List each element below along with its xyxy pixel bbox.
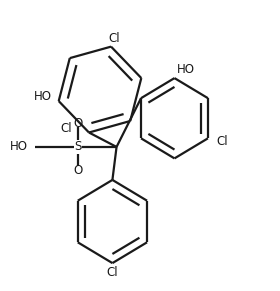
Text: HO: HO <box>177 63 195 76</box>
Text: HO: HO <box>10 141 28 153</box>
Text: Cl: Cl <box>108 31 120 45</box>
Text: Cl: Cl <box>107 266 118 279</box>
Text: Cl: Cl <box>61 122 73 135</box>
Text: O: O <box>73 117 83 130</box>
Text: O: O <box>73 164 83 177</box>
Text: Cl: Cl <box>216 135 228 148</box>
Text: S: S <box>74 141 82 153</box>
Text: HO: HO <box>34 90 52 103</box>
